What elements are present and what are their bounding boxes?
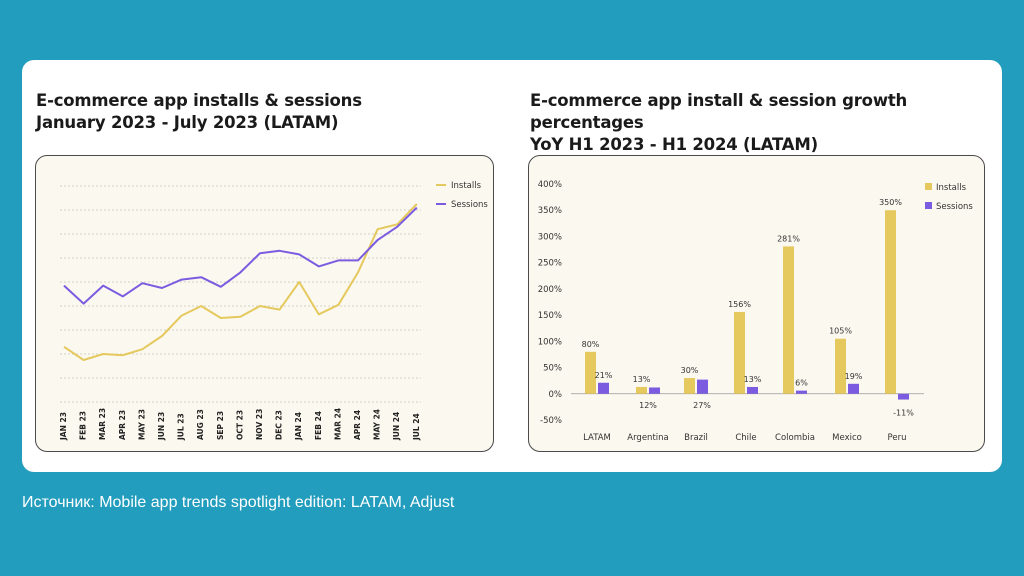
bar-sessions (848, 383, 859, 394)
bar-installs (734, 311, 745, 394)
x-tick-label: FEB 23 (79, 411, 88, 440)
bar-installs (636, 386, 647, 394)
x-tick-label: APR 23 (118, 410, 127, 440)
line-chart-title-line1: E-commerce app installs & sessions (36, 91, 362, 110)
legend-label: Installs (936, 183, 967, 193)
legend-label: Sessions (936, 202, 973, 212)
x-tick-label: MAR 23 (98, 408, 107, 440)
bar-installs (835, 338, 846, 394)
bar-label-installs: 105% (829, 327, 852, 336)
bar-sessions (796, 390, 807, 394)
bar-label-sessions: -11% (893, 409, 914, 418)
bar-chart-title: E-commerce app install & session growth … (530, 90, 1002, 156)
x-tick-label: MAY 24 (373, 409, 382, 440)
bar-label-sessions: 6% (795, 379, 808, 388)
bar-chart-title-line1: E-commerce app install & session growth … (530, 91, 908, 132)
x-tick-label: NOV 23 (255, 409, 264, 440)
bar-chart-title-line2: YoY H1 2023 - H1 2024 (LATAM) (530, 135, 818, 154)
line-chart-panel: JAN 23 FEB 23 MAR 23 APR 23 MAY 23 JUN 23 JUL … (35, 155, 494, 452)
bar-sessions (649, 387, 660, 394)
x-tick-label: JUN 24 (392, 412, 401, 441)
series-line-sessions (63, 206, 418, 305)
x-tick-label: Chile (735, 433, 756, 443)
y-tick-label: 50% (543, 364, 562, 374)
y-tick-label: 200% (538, 285, 562, 295)
legend-label: Sessions (451, 200, 488, 210)
y-tick-label: -50% (540, 416, 562, 426)
bar-chart: 400% 350% 300% 250% 200% 150% 100% 50% 0% -50% 80%… (538, 180, 974, 443)
content-card: E-commerce app installs & sessions Janua… (22, 60, 1002, 472)
x-tick-label: Argentina (627, 433, 668, 443)
bar-label-installs: 30% (681, 366, 699, 375)
x-tick-label: OCT 23 (235, 410, 244, 440)
bar-installs (585, 351, 596, 394)
bar-sessions (598, 382, 609, 394)
y-tick-label: 150% (538, 311, 562, 321)
x-tick-label: JUN 23 (157, 412, 166, 441)
bar-label-sessions: 13% (744, 375, 762, 384)
line-chart: JAN 23 FEB 23 MAR 23 APR 23 MAY 23 JUN 23 JUL … (59, 181, 488, 441)
source-caption: Источник: Mobile app trends spotlight ed… (22, 494, 455, 511)
x-tick-label: DEC 23 (275, 410, 284, 440)
bar-sessions (898, 393, 909, 400)
x-tick-label: Colombia (775, 433, 815, 443)
bar-sessions (747, 386, 758, 394)
bar-chart-panel: 400% 350% 300% 250% 200% 150% 100% 50% 0% -50% 80%… (528, 155, 985, 452)
x-tick-label: JUL 24 (412, 413, 421, 441)
legend-swatch (925, 183, 932, 190)
x-tick-label: JAN 23 (59, 412, 68, 441)
bar-label-installs: 281% (777, 234, 800, 243)
y-tick-label: 250% (538, 259, 562, 269)
bar-label-sessions: 27% (693, 401, 711, 410)
x-tick-label: Brazil (684, 433, 708, 443)
x-tick-label: Peru (888, 433, 907, 443)
bar-installs (684, 378, 695, 394)
x-tick-label: JUL 23 (177, 413, 186, 441)
x-tick-label: SEP 23 (216, 411, 225, 440)
line-chart-title: E-commerce app installs & sessions Janua… (36, 90, 362, 134)
y-tick-label: 100% (538, 337, 562, 347)
bar-installs (783, 246, 794, 394)
y-tick-label: 400% (538, 180, 562, 190)
legend-swatch (925, 202, 932, 209)
y-tick-label: 0% (549, 390, 563, 400)
bar-label-sessions: 19% (845, 372, 863, 381)
y-tick-label: 350% (538, 206, 562, 216)
bar-label-installs: 80% (582, 340, 600, 349)
series-line-installs (63, 203, 418, 361)
line-chart-title-line2: January 2023 - July 2023 (LATAM) (36, 113, 339, 132)
x-tick-label: Mexico (832, 433, 862, 443)
x-tick-label: AUG 23 (196, 409, 205, 440)
x-tick-label: FEB 24 (314, 411, 323, 440)
bar-installs (885, 210, 896, 394)
bar-label-installs: 156% (728, 300, 751, 309)
bar-label-installs: 350% (879, 198, 902, 207)
x-tick-label: MAR 24 (333, 408, 342, 440)
x-tick-label: LATAM (583, 433, 611, 443)
x-tick-label: APR 24 (353, 410, 362, 440)
bar-label-installs: 13% (633, 375, 651, 384)
y-tick-label: 300% (538, 232, 562, 242)
bar-label-sessions: 21% (595, 371, 613, 380)
legend-label: Installs (451, 181, 482, 191)
x-tick-label: JAN 24 (294, 412, 303, 441)
bar-sessions (697, 379, 708, 394)
bar-label-sessions: 12% (639, 401, 657, 410)
x-tick-label: MAY 23 (137, 409, 146, 440)
